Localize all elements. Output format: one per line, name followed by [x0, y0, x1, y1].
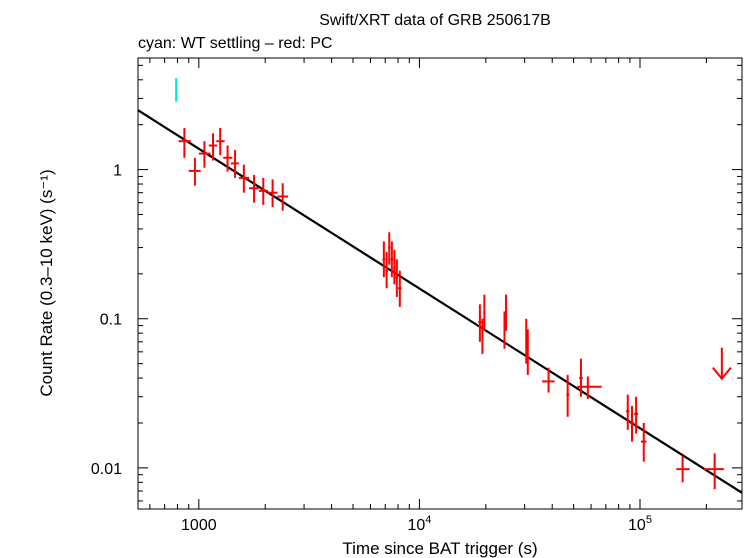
- pc-data-point: [478, 304, 482, 342]
- upper-limit-series: [712, 347, 732, 381]
- pc-data-point: [566, 374, 570, 417]
- upper-limit-head: [712, 366, 732, 381]
- x-tick-label: 104: [407, 514, 431, 534]
- model-line: [137, 109, 743, 494]
- pc-data-point: [526, 329, 529, 375]
- x-tick-labels: 1000 104 105: [181, 514, 652, 534]
- axis-ticks: [138, 58, 742, 509]
- pc-data-point: [634, 396, 639, 434]
- y-tick-label: 0.01: [91, 461, 122, 478]
- x-tick-label: 105: [628, 514, 652, 534]
- pc-data-point: [676, 456, 690, 483]
- pc-data-point: [577, 376, 602, 399]
- pc-data-point: [525, 318, 528, 364]
- pc-data-point: [579, 358, 583, 397]
- y-tick-label: 1: [113, 163, 122, 180]
- pc-data-point: [249, 174, 259, 203]
- pc-data-point: [703, 453, 724, 490]
- pc-data-point: [277, 183, 289, 211]
- pc-data-point: [626, 394, 630, 430]
- y-tick-labels: 1 0.1 0.01: [91, 163, 122, 478]
- pc-data-point: [198, 141, 211, 168]
- pc-data-point: [481, 318, 484, 355]
- pc-data-point: [395, 259, 399, 297]
- pc-data-point: [382, 241, 386, 278]
- pc-data-point: [258, 177, 269, 205]
- upper-limit-arrow: [712, 347, 732, 381]
- y-tick-label: 0.1: [100, 312, 122, 329]
- chart-subtitle: cyan: WT settling – red: PC: [138, 35, 332, 52]
- pc-data-point: [393, 249, 396, 285]
- pc-data-point: [640, 422, 647, 462]
- pc-data-point: [208, 133, 218, 161]
- pc-data-point: [238, 164, 250, 193]
- pc-data-point: [503, 311, 506, 349]
- plot-frame: [137, 57, 743, 510]
- y-axis-label: Count Rate (0.3–10 keV) (s⁻¹): [37, 169, 56, 396]
- pc-data-point: [216, 128, 225, 156]
- pc-data-point: [188, 157, 201, 186]
- pc-data-point: [542, 367, 555, 393]
- pc-data-point: [268, 179, 278, 208]
- pc-series: [178, 128, 724, 490]
- pc-data-point: [178, 128, 191, 158]
- pc-data-point: [483, 294, 486, 331]
- pc-data-point: [390, 241, 394, 278]
- x-axis-label: Time since BAT trigger (s): [342, 539, 537, 558]
- pc-data-point: [398, 270, 402, 307]
- pc-data-point: [231, 150, 239, 178]
- x-tick-label: 1000: [181, 517, 217, 534]
- pc-data-point: [629, 405, 635, 442]
- pc-data-point: [223, 145, 233, 172]
- chart-title: Swift/XRT data of GRB 250617B: [319, 12, 551, 29]
- pc-data-point: [505, 294, 508, 331]
- model-fit-line: [137, 109, 743, 494]
- pc-data-point: [387, 232, 391, 265]
- pc-data-point: [385, 252, 388, 289]
